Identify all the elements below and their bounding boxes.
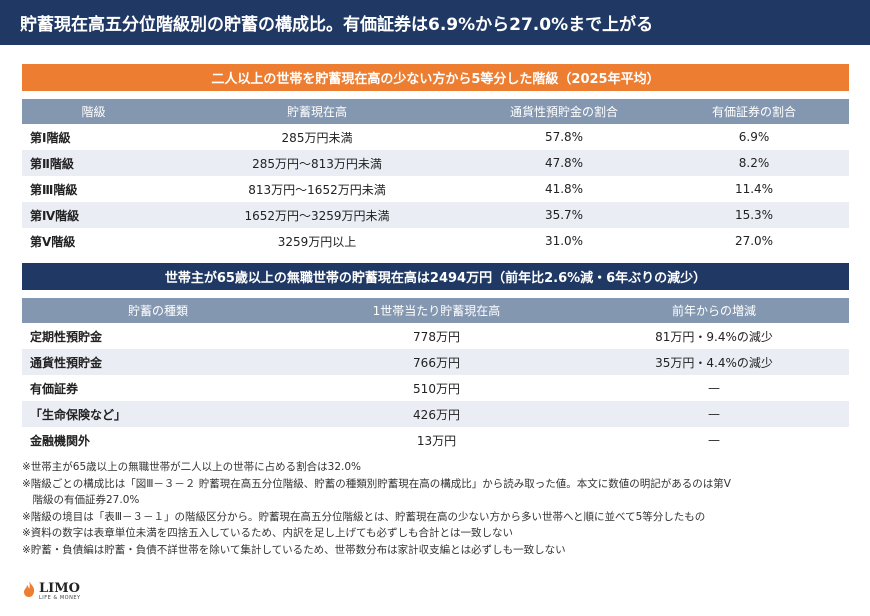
row-label: 通貨性預貯金 <box>22 349 294 375</box>
column-header: 前年からの増減 <box>579 298 849 323</box>
table-cell: 35.7% <box>469 202 659 228</box>
table-cell: 8.2% <box>659 150 849 176</box>
table-cell: 31.0% <box>544 234 584 248</box>
column-header: 貯蓄現在高 <box>165 99 469 124</box>
table-header-row: 貯蓄の種類 1世帯当たり貯蓄現在高 前年からの増減 <box>22 298 849 323</box>
table-cell: 15.3% <box>659 202 849 228</box>
footnote: ※資料の数字は表章単位未満を四捨五入しているため、内訳を足し上げても必ずしも合計… <box>22 527 513 539</box>
table-cell: 510万円 <box>413 381 460 396</box>
row-label: 有価証券 <box>30 381 79 396</box>
column-header: 通貨性預貯金の割合 <box>469 99 659 124</box>
table-cell: 285万円〜813万円未満 <box>165 150 469 176</box>
class-composition-table: 階級 貯蓄現在高 通貨性預貯金の割合 有価証券の割合 第Ⅰ階級 285万円未満 … <box>22 99 849 254</box>
table-row: 第Ⅰ階級 285万円未満 57.8% 6.9% <box>22 124 849 150</box>
table-cell: 813万円〜1652万円未満 <box>248 182 386 197</box>
savings-type-table: 貯蓄の種類 1世帯当たり貯蓄現在高 前年からの増減 定期性預貯金 778万円 8… <box>22 298 849 453</box>
table-row: 「生命保険など」 426万円 — <box>22 401 849 427</box>
table-cell: 57.8% <box>544 130 584 144</box>
column-header: 貯蓄の種類 <box>22 298 294 323</box>
table-cell: — <box>579 401 849 427</box>
table-row: 第Ⅳ階級 1652万円〜3259万円未満 35.7% 15.3% <box>22 202 849 228</box>
row-label: 第Ⅲ階級 <box>30 182 78 197</box>
footnote: ※階級の境目は「表Ⅲ－３－１」の階級区分から。貯蓄現在高五分位階級とは、貯蓄現在… <box>22 510 706 523</box>
table-cell: 6.9% <box>738 130 770 144</box>
column-header: 1世帯当たり貯蓄現在高 <box>294 298 579 323</box>
row-label: 「生命保険など」 <box>22 401 294 427</box>
logo-tagline: LIFE & MONEY <box>39 594 81 601</box>
column-header: 有価証券の割合 <box>659 99 849 124</box>
table-cell: — <box>708 433 720 447</box>
table-cell: 1652万円〜3259万円未満 <box>165 202 469 228</box>
table-cell: — <box>708 381 720 395</box>
row-label: 第Ⅱ階級 <box>22 150 165 176</box>
footnote: ※階級ごとの構成比は「図Ⅲ－３－２ 貯蓄現在高五分位階級、貯蓄の種類別貯蓄現在高… <box>22 477 731 490</box>
row-label: 定期性預貯金 <box>30 329 103 344</box>
row-label: 第Ⅳ階級 <box>22 202 165 228</box>
section2-header: 世帯主が65歳以上の無職世帯の貯蓄現在高は2494万円（前年比2.6%減・6年ぶ… <box>22 263 849 290</box>
footnotes: ※世帯主が65歳以上の無職世帯が二人以上の世帯に占める割合は32.0% ※階級ご… <box>22 459 862 558</box>
table-row: 第Ⅱ階級 285万円〜813万円未満 47.8% 8.2% <box>22 150 849 176</box>
table-cell: 47.8% <box>469 150 659 176</box>
table-cell: 11.4% <box>734 182 774 196</box>
table-cell: 81万円・9.4%の減少 <box>655 329 773 344</box>
table-cell: 778万円 <box>413 329 460 344</box>
section1-header: 二人以上の世帯を貯蓄現在高の少ない方から5等分した階級（2025年平均） <box>22 64 849 91</box>
table-header-row: 階級 貯蓄現在高 通貨性預貯金の割合 有価証券の割合 <box>22 99 849 124</box>
column-header: 階級 <box>22 99 165 124</box>
table-cell: 13万円 <box>416 433 457 448</box>
table-cell: 285万円未満 <box>281 130 353 145</box>
table-row: 有価証券 510万円 — <box>22 375 849 401</box>
table-row: 金融機関外 13万円 — <box>22 427 849 453</box>
table-row: 第Ⅲ階級 813万円〜1652万円未満 41.8% 11.4% <box>22 176 849 202</box>
row-label: 金融機関外 <box>30 433 91 448</box>
logo-wordmark: LIMO <box>39 580 80 596</box>
table-row: 定期性預貯金 778万円 81万円・9.4%の減少 <box>22 323 849 349</box>
footnote: ※貯蓄・負債編は貯蓄・負債不詳世帯を除いて集計しているため、世帯数分布は家計収支… <box>22 543 566 556</box>
table-cell: 35万円・4.4%の減少 <box>579 349 849 375</box>
row-label: 第Ⅰ階級 <box>30 130 71 145</box>
limo-logo: LIMO LIFE & MONEY <box>22 580 81 602</box>
table-row: 通貨性預貯金 766万円 35万円・4.4%の減少 <box>22 349 849 375</box>
table-cell: 426万円 <box>294 401 579 427</box>
table-row: 第Ⅴ階級 3259万円以上 31.0% 27.0% <box>22 228 849 254</box>
table-cell: 3259万円以上 <box>277 234 357 249</box>
table-cell: 27.0% <box>734 234 774 248</box>
table-cell: 766万円 <box>294 349 579 375</box>
table-cell: 41.8% <box>544 182 584 196</box>
footnote: 階級の有価証券27.0% <box>22 494 140 506</box>
footnote: ※世帯主が65歳以上の無職世帯が二人以上の世帯に占める割合は32.0% <box>22 461 362 473</box>
row-label: 第Ⅴ階級 <box>30 234 76 249</box>
page-title: 貯蓄現在高五分位階級別の貯蓄の構成比。有価証券は6.9%から27.0%まで上がる <box>0 0 870 45</box>
limo-flame-icon <box>22 580 36 602</box>
